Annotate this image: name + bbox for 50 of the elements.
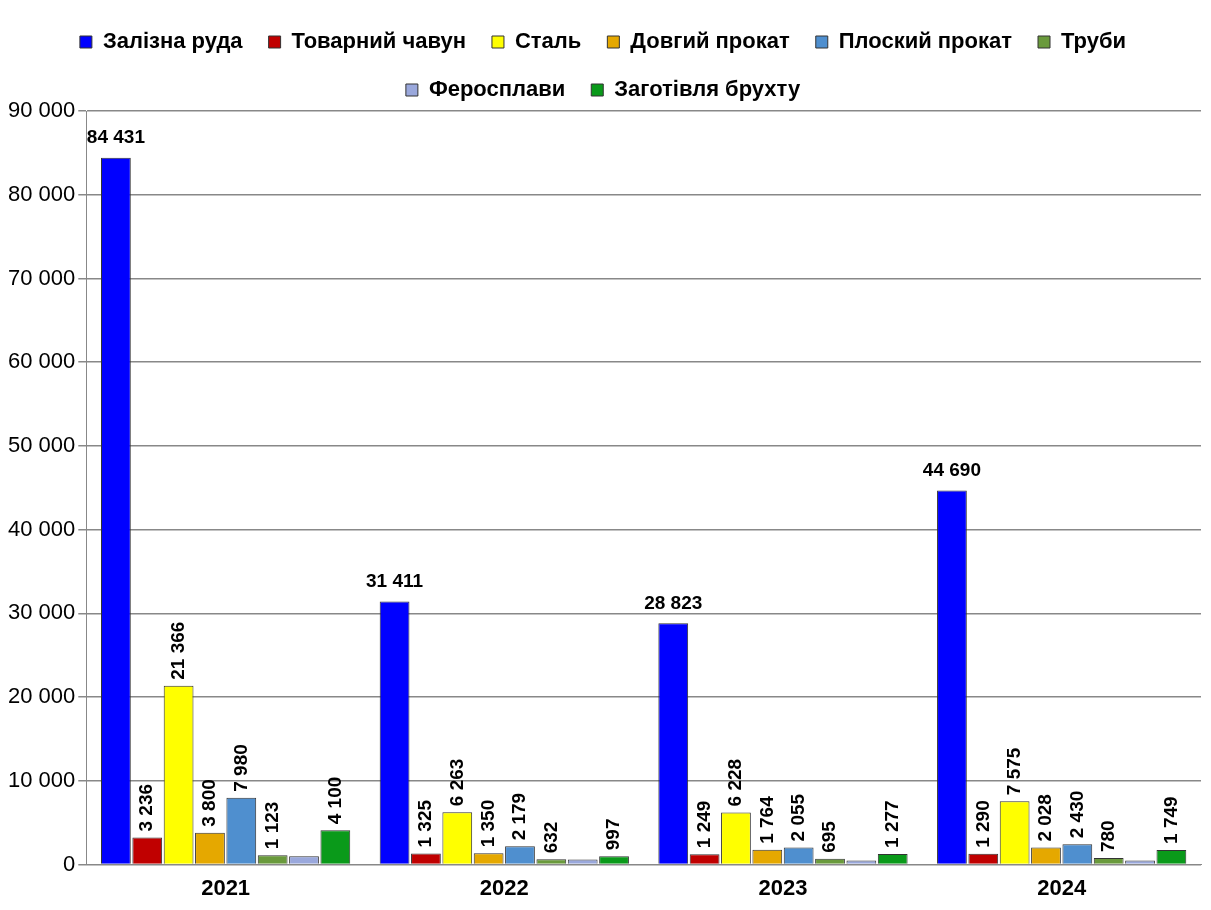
data-label: 2 055 <box>786 793 808 842</box>
data-label: 6 228 <box>724 758 746 807</box>
y-tick-label: 90 000 <box>7 97 76 123</box>
x-tick-label: 2022 <box>479 874 529 900</box>
data-label: 1 123 <box>260 801 282 850</box>
legend-label: Залізна руда <box>102 28 244 54</box>
y-tick-label: 80 000 <box>7 180 76 206</box>
legend-label: Товарний чавун <box>291 28 466 54</box>
data-label: 2 028 <box>1034 794 1056 842</box>
data-label: 1 749 <box>1159 796 1181 844</box>
y-tick-label: 50 000 <box>7 432 76 457</box>
data-label: 997 <box>602 818 624 851</box>
data-label: 1 249 <box>692 800 714 849</box>
data-label: 7 980 <box>229 744 251 792</box>
data-label: 2 179 <box>508 792 530 841</box>
x-tick-label: 2021 <box>201 874 251 900</box>
data-label: 3 236 <box>135 783 157 832</box>
data-label: 6 263 <box>445 758 467 807</box>
data-label: 31 411 <box>366 570 424 592</box>
y-tick-label: 0 <box>63 850 76 876</box>
data-label: 695 <box>818 820 840 853</box>
data-label: 7 575 <box>1002 747 1024 796</box>
data-label: 28 823 <box>644 591 703 613</box>
data-label: 2 430 <box>1065 790 1087 839</box>
y-tick-label: 60 000 <box>7 348 76 374</box>
x-tick-label: 2023 <box>758 874 808 900</box>
y-tick-label: 70 000 <box>7 264 76 290</box>
data-label: 84 431 <box>86 126 146 148</box>
legend-label: Заготівля брухту <box>614 76 801 102</box>
data-label: 780 <box>1096 820 1118 853</box>
y-tick-label: 40 000 <box>7 515 76 541</box>
data-label: 1 764 <box>755 795 777 844</box>
y-tick-label: 10 000 <box>7 766 76 792</box>
legend-label: Плоский прокат <box>838 28 1013 54</box>
legend-label: Труби <box>1061 28 1127 54</box>
data-label: 21 366 <box>166 621 188 680</box>
legend-label: Сталь <box>514 28 582 54</box>
y-tick-label: 30 000 <box>7 599 76 625</box>
data-label: 44 690 <box>922 459 981 481</box>
data-label: 632 <box>539 821 561 854</box>
x-tick-label: 2024 <box>1037 874 1087 900</box>
legend-label: Довгий прокат <box>630 28 790 54</box>
y-tick-label: 20 000 <box>7 683 76 709</box>
data-label: 1 277 <box>880 800 902 848</box>
data-label: 4 100 <box>323 776 345 825</box>
data-label: 1 290 <box>971 800 993 848</box>
legend-label: Феросплави <box>428 76 566 102</box>
data-label: 1 325 <box>414 799 436 848</box>
data-label: 1 350 <box>476 799 498 848</box>
data-label: 3 800 <box>198 779 220 827</box>
